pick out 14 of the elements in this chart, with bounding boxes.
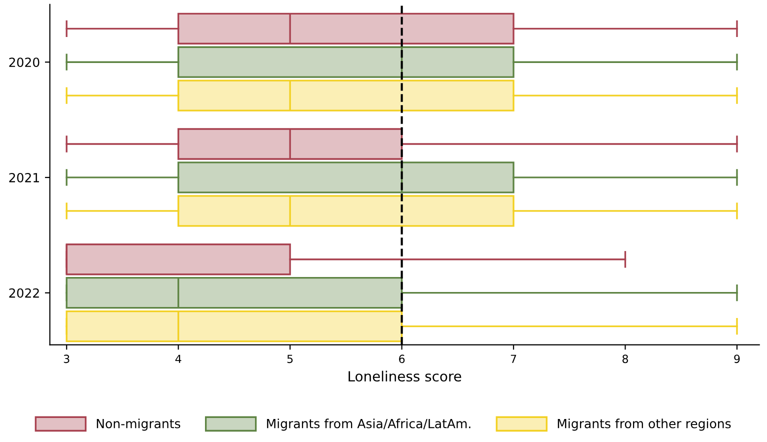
y-tick-label: 2020 [9,58,40,68]
x-tick-label: 8 [622,354,628,364]
legend-label: Non-migrants [96,418,180,431]
legend-label: Migrants from other regions [558,418,731,431]
y-tick-label: 2021 [9,172,39,182]
x-tick-label: 6 [399,354,405,364]
x-tick-label: 3 [64,354,70,364]
x-tick-label: 7 [510,354,516,363]
legend-label: Migrants from Asia/Africa/LatAm. [267,418,470,431]
x-axis-title: Loneliness score [348,370,462,382]
x-tick-label: 4 [175,354,182,363]
x-tick-label: 5 [287,354,293,364]
y-tick-label: 2022 [9,288,39,298]
x-tick-label: 9 [734,354,740,364]
